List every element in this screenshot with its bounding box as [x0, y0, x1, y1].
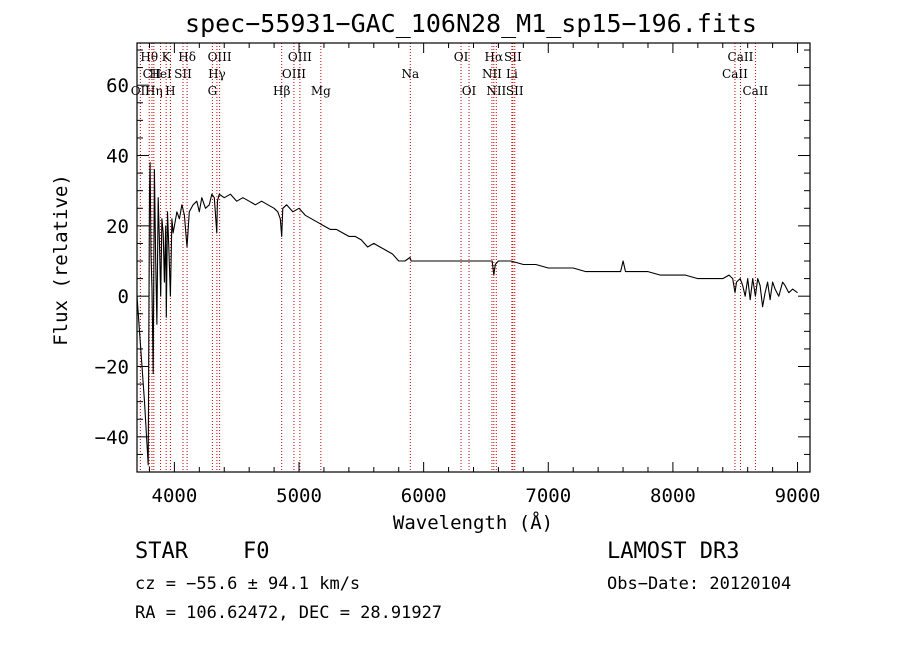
spectral-line-label: Li: [506, 67, 518, 81]
x-tick-label: 9000: [775, 485, 821, 507]
spectral-line-label: OIII: [282, 67, 306, 81]
survey-name: LAMOST DR3: [607, 539, 740, 564]
spectral-line-label: Hγ: [208, 67, 226, 81]
x-tick-label: 4000: [152, 485, 198, 507]
x-tick-label: 6000: [401, 485, 447, 507]
chart-title: spec−55931−GAC_106N28_M1_sp15−196.fits: [185, 9, 757, 38]
spectrum-series: [136, 162, 798, 466]
spectral-line-label: OI: [454, 50, 469, 64]
spectral-line-label: CaII: [742, 84, 768, 98]
y-tick-label: −40: [95, 427, 129, 449]
spectral-line-label: HeI: [149, 67, 172, 81]
y-tick-label: 20: [106, 216, 129, 238]
object-subclass: F0: [243, 539, 270, 564]
y-tick-label: 0: [118, 286, 129, 308]
spectral-line-label: OIII: [208, 50, 232, 64]
y-axis-label: Flux (relative): [50, 174, 72, 346]
spectral-line-label: CaII: [728, 50, 754, 64]
x-tick-label: 7000: [525, 485, 571, 507]
spectral-line-label: Na: [401, 67, 419, 81]
spectral-line-label: OII: [131, 84, 151, 98]
spectral-line-label: H: [165, 84, 175, 98]
spectral-line-label: Hβ: [273, 84, 290, 98]
spectral-line-label: SII: [174, 67, 192, 81]
spectral-line-label: CaII: [722, 67, 748, 81]
spectral-line-label: CII: [143, 67, 162, 81]
spectral-line-label: K: [162, 50, 172, 64]
y-tick-label: 40: [106, 146, 129, 168]
x-tick-label: 8000: [650, 485, 696, 507]
spectral-line-label: Mg: [311, 84, 331, 98]
spectrum-line: [136, 162, 798, 466]
spectral-line-label: Hδ: [178, 50, 196, 64]
spectral-line-label: G: [208, 84, 218, 98]
spectral-line-label: NII: [486, 84, 506, 98]
x-tick-label: 5000: [276, 485, 322, 507]
object-class: STAR: [135, 539, 188, 564]
spectral-line-label: SII: [504, 50, 522, 64]
coordinates: RA = 106.62472, DEC = 28.91927: [135, 603, 443, 623]
spectral-line-label: SII: [506, 84, 524, 98]
axes-ticks: 4000 5000 6000 7000 8000 9000 −40 −20 0 20 40 60: [95, 43, 821, 507]
obs-date: Obs−Date: 20120104: [607, 574, 792, 594]
plot-frame: [136, 42, 811, 473]
spectral-line-label: NII: [482, 67, 502, 81]
y-tick-label: 60: [106, 75, 129, 97]
x-axis-label: Wavelength (Å): [393, 511, 553, 534]
spectral-line-label: OI: [462, 84, 477, 98]
spectral-line-label: Hθ: [140, 50, 158, 64]
redshift-text: cz = −55.6 ± 94.1 km/s: [135, 574, 361, 594]
y-tick-label: −20: [95, 357, 129, 379]
spectral-line-label: Hα: [485, 50, 504, 64]
spectral-line-label: OIII: [288, 50, 312, 64]
spectral-line-label: Hη: [145, 84, 163, 98]
